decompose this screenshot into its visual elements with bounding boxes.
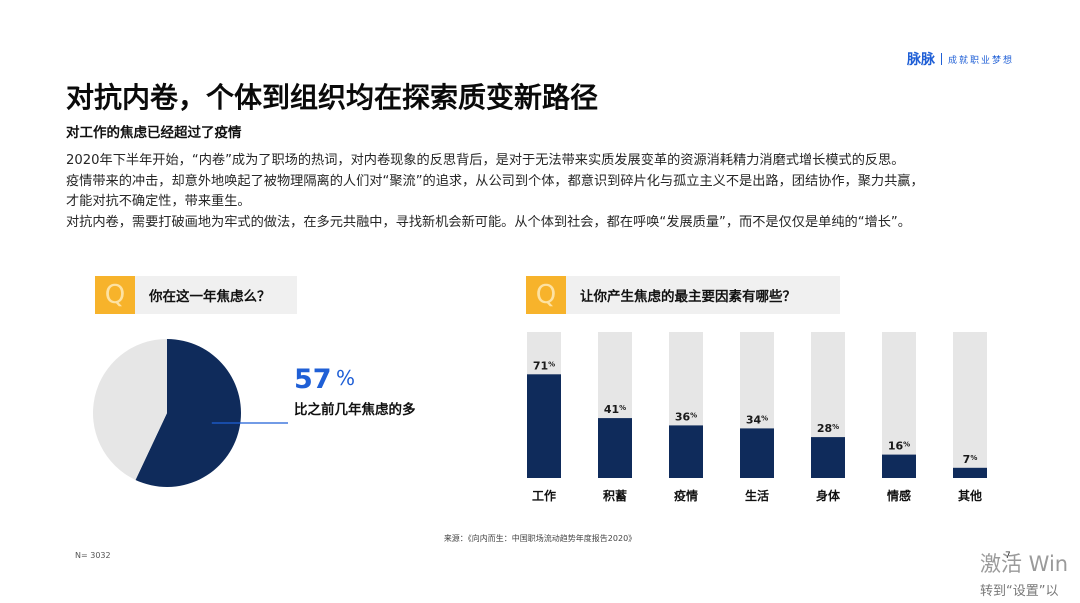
bar-category-label: 生活 [745,488,769,503]
body-paragraph: 对抗内卷，需要打破画地为牢式的做法，在多元共融中，寻找新机会新可能。从个体到社会… [66,214,911,230]
question-1-text: 你在这一年焦虑么？ [149,289,271,305]
sample-size: N= 3032 [75,551,111,560]
source-note: 来源：《向内而生：中国职场流动趋势年度报告2020》 [443,534,637,543]
bar [811,437,845,478]
page-subtitle: 对工作的焦虑已经超过了疫情 [66,125,242,141]
bar-category-label: 其他 [958,488,982,503]
pie-stat-unit: % [336,366,356,390]
bar-track [953,332,987,478]
question-badge: Q [526,276,566,314]
bar [953,467,987,478]
bar [740,428,774,478]
pie-chart [92,339,288,487]
pie-slice [135,339,241,487]
page-number: 7 [1005,551,1011,561]
bar [598,418,632,478]
body-text: 2020年下半年开始，“内卷”成为了职场的热词，对内卷现象的反思背后，是对于无法… [66,151,1031,233]
question-badge: Q [95,276,135,314]
question-icon: Q [104,280,126,310]
activation-watermark-line1: 激活 Win [980,552,1069,576]
activation-watermark-line2: 转到“设置”以 [980,584,1059,599]
brand-divider [940,53,942,65]
body-paragraph: 才能对抗不确定性，带来重生。 [66,194,251,209]
bar-track [882,332,916,478]
bar-category-label: 工作 [532,488,556,503]
pie-slice [92,339,167,480]
bar-category-label: 积蓄 [603,488,627,503]
body-paragraph: 疫情带来的冲击，却意外地唤起了被物理隔离的人们对“聚流”的追求，从公司到个体，都… [66,173,924,189]
pie-stat-label: 比之前几年焦虑的多 [294,402,416,418]
brand: 脉脉 成就职业梦想 [907,49,1014,69]
page-title: 对抗内卷，个体到组织均在探索质变新路径 [66,81,599,114]
body-paragraph: 2020年下半年开始，“内卷”成为了职场的热词，对内卷现象的反思背后，是对于无法… [66,153,905,168]
bar-category-label: 身体 [816,488,841,503]
brand-slogan: 成就职业梦想 [947,55,1014,66]
bar-category-label: 疫情 [674,488,698,503]
question-2-box: Q 让你产生焦虑的最主要因素有哪些？ [526,276,840,314]
question-2-text: 让你产生焦虑的最主要因素有哪些？ [580,289,796,305]
brand-logo: 脉脉 [906,52,935,68]
bar-category-label: 情感 [887,488,911,503]
bar [882,454,916,478]
question-icon: Q [535,280,557,310]
question-1-box: Q 你在这一年焦虑么？ [95,276,297,314]
bar [527,374,561,478]
pie-stat-value: 57 [294,364,332,395]
bar [669,425,703,478]
